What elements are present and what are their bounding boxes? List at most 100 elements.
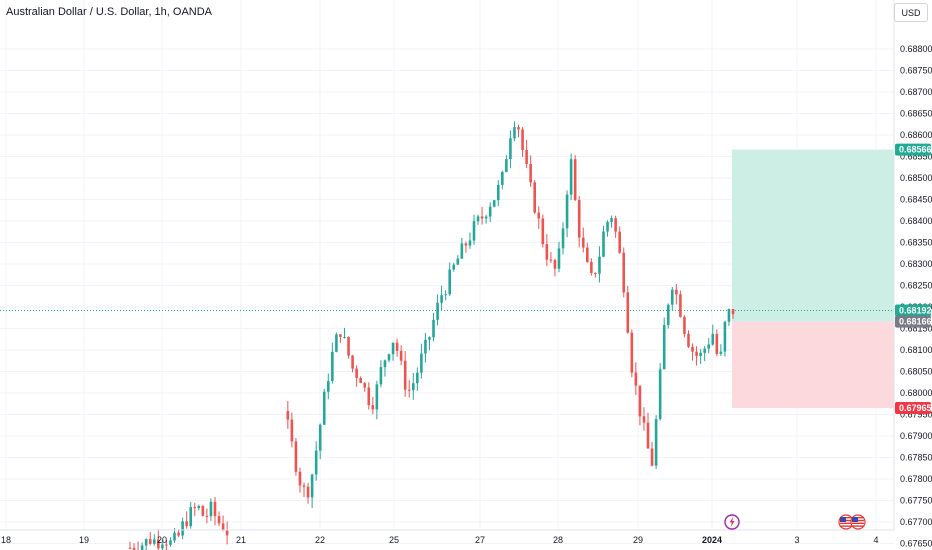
candle-body [517, 127, 520, 130]
candle-body [286, 411, 290, 420]
target-price-badge [895, 143, 931, 156]
candle-body [683, 316, 686, 334]
candle-body [464, 243, 468, 246]
time-tick-label: 2024 [702, 535, 722, 545]
time-tick-label: 28 [553, 535, 563, 545]
candle-body [290, 419, 294, 442]
candle-body [577, 200, 581, 238]
entry-price-badge-label: 0.68166 [899, 317, 932, 327]
time-tick-label: 18 [1, 535, 11, 545]
chart-title: Australian Dollar / U.S. Dollar, 1h, OAN… [6, 6, 213, 18]
target-zone[interactable] [732, 149, 894, 322]
candle-body [581, 237, 585, 248]
candle-body [468, 240, 472, 246]
candle-body [363, 383, 367, 388]
candle-body [711, 333, 715, 345]
price-tick-label: 0.68050 [900, 367, 932, 377]
candle-body [638, 385, 642, 417]
time-tick-label: 27 [475, 535, 485, 545]
candle-body [549, 259, 553, 261]
candle-body [379, 367, 383, 385]
candle-body [715, 333, 719, 354]
candle-body [606, 221, 609, 232]
candle-body [695, 351, 698, 357]
candle-body [387, 354, 391, 361]
candle-body [444, 294, 447, 296]
candle-body [610, 218, 613, 222]
stop-zone[interactable] [732, 321, 894, 409]
candle-body [545, 244, 549, 260]
candle-body [452, 264, 456, 270]
entry-price-badge [895, 315, 931, 328]
price-tick-label: 0.68450 [900, 195, 932, 205]
us-flag-event-icon[interactable] [850, 514, 866, 530]
candle-body [128, 547, 132, 549]
candle-body [391, 342, 395, 355]
candle-body [614, 218, 617, 232]
time-tick-label: 3 [794, 535, 799, 545]
candle-body [331, 351, 334, 382]
candle-body [177, 532, 180, 536]
time-axis[interactable]: 18 19 20 21 22 25 27 28 29 2024 3 4 [1, 535, 879, 545]
time-tick-label: 29 [633, 535, 643, 545]
candle-body [675, 289, 678, 295]
stop-price-badge-label: 0.67965 [899, 403, 932, 413]
candle-body [440, 295, 443, 303]
candle-body [355, 368, 358, 379]
currency-button[interactable]: USD [894, 3, 928, 22]
price-tick-label: 0.67950 [900, 410, 932, 420]
candle-body [420, 353, 423, 373]
time-tick-label: 21 [236, 535, 246, 545]
lightning-event-icon[interactable] [724, 514, 740, 530]
candle-body [359, 378, 362, 384]
candle-body [144, 539, 148, 546]
candle-body [335, 334, 338, 352]
candle-body [573, 159, 577, 201]
candle-body [201, 505, 205, 516]
candle-body [371, 405, 375, 410]
candle-body [322, 391, 326, 425]
candle-body [509, 138, 512, 160]
candle-body [217, 516, 221, 524]
candle-body [314, 450, 318, 475]
price-tick-label: 0.67700 [900, 517, 932, 527]
candle-body [626, 292, 630, 333]
candle-body [306, 486, 310, 498]
price-tick-label: 0.68300 [900, 259, 932, 269]
candle-body [460, 243, 464, 259]
candle-body [173, 532, 176, 541]
candle-body [590, 261, 593, 273]
stop-price-badge [895, 402, 931, 415]
candle-body [569, 159, 573, 195]
candle-body [399, 350, 403, 361]
price-tick-label: 0.67650 [900, 539, 932, 549]
candle-body [598, 256, 601, 274]
last-price-badge-label: 0.68192 [899, 305, 932, 315]
price-tick-label: 0.68100 [900, 345, 932, 355]
candle-body [727, 309, 731, 322]
candle-body [622, 252, 626, 293]
candle-body [662, 325, 666, 370]
price-tick-label: 0.68650 [900, 109, 932, 119]
candle-body [213, 501, 217, 517]
event-icons[interactable] [724, 514, 866, 530]
candle-body [221, 523, 225, 530]
price-tick-label: 0.68400 [900, 216, 932, 226]
candle-body [533, 182, 536, 213]
price-tick-label: 0.68800 [900, 44, 932, 54]
candle-body [707, 344, 711, 349]
candle-body [561, 228, 565, 249]
candle-body [347, 336, 350, 356]
candle-body [327, 381, 330, 392]
candle-body [205, 515, 209, 517]
candle-body [537, 212, 541, 219]
price-axis[interactable]: 0.68800 0.68750 0.68700 0.68650 0.68600 0.685… [900, 44, 932, 549]
candle-body [501, 171, 504, 185]
candle-body [594, 272, 597, 274]
candle-body [646, 422, 650, 449]
candle-body [318, 424, 322, 451]
candle-body [719, 351, 723, 354]
price-tick-label: 0.68250 [900, 281, 932, 291]
candle-body [476, 216, 480, 222]
